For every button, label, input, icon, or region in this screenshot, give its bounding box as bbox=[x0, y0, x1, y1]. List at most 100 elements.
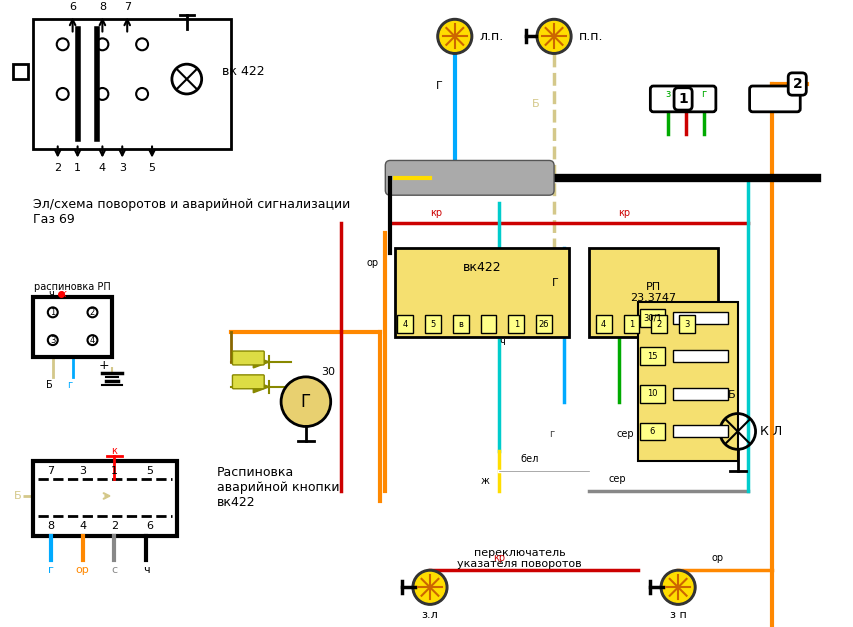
Bar bbox=[672, 312, 727, 324]
Circle shape bbox=[415, 572, 444, 602]
Text: 1: 1 bbox=[111, 466, 118, 476]
Text: +: + bbox=[98, 359, 109, 372]
Text: 4: 4 bbox=[90, 335, 95, 345]
Bar bbox=[672, 387, 727, 399]
Text: Б: Б bbox=[14, 491, 21, 501]
Bar bbox=[588, 248, 717, 337]
Text: кр: кр bbox=[618, 208, 630, 218]
Text: 2: 2 bbox=[54, 164, 61, 174]
Bar bbox=[536, 315, 551, 333]
Text: 4: 4 bbox=[601, 320, 606, 329]
Text: к: к bbox=[61, 290, 67, 300]
Text: распиновка РП: распиновка РП bbox=[34, 283, 111, 292]
Text: Распиновка
аварийной кнопки
вк422: Распиновка аварийной кнопки вк422 bbox=[217, 466, 339, 509]
Text: вк 422: вк 422 bbox=[221, 65, 264, 78]
Text: вк422: вк422 bbox=[462, 261, 501, 274]
Text: К Л: К Л bbox=[758, 425, 780, 438]
Text: 5: 5 bbox=[430, 320, 435, 329]
Bar bbox=[672, 350, 727, 362]
Text: 2: 2 bbox=[111, 521, 118, 530]
Text: 6: 6 bbox=[147, 521, 154, 530]
Text: ч: ч bbox=[142, 566, 149, 576]
Circle shape bbox=[437, 19, 472, 55]
Text: 1: 1 bbox=[50, 308, 55, 317]
Text: 5: 5 bbox=[148, 164, 155, 174]
Text: к: к bbox=[682, 89, 688, 99]
Text: 6: 6 bbox=[69, 1, 76, 11]
Bar bbox=[33, 19, 231, 149]
Text: ор: ор bbox=[366, 258, 378, 268]
Text: 3: 3 bbox=[683, 320, 689, 329]
Text: РП
23.3747: РП 23.3747 bbox=[630, 282, 676, 303]
Polygon shape bbox=[253, 381, 269, 393]
Text: Эл/схема поворотов и аварийной сигнализации
Газ 69: Эл/схема поворотов и аварийной сигнализа… bbox=[33, 198, 350, 226]
Text: 30/1: 30/1 bbox=[642, 314, 661, 323]
Text: 2б: 2б bbox=[538, 320, 548, 329]
Text: 2: 2 bbox=[792, 77, 801, 91]
Text: 2: 2 bbox=[656, 320, 661, 329]
Text: 6: 6 bbox=[649, 427, 654, 436]
Text: с: с bbox=[111, 566, 117, 576]
Text: ч: ч bbox=[499, 337, 505, 347]
Text: сер: сер bbox=[616, 429, 634, 440]
Text: 8: 8 bbox=[99, 1, 106, 11]
Text: бел: бел bbox=[519, 454, 537, 464]
Text: к: к bbox=[111, 446, 117, 456]
Text: сер: сер bbox=[608, 474, 625, 484]
Circle shape bbox=[659, 569, 695, 605]
Text: Б: Б bbox=[46, 380, 53, 390]
Circle shape bbox=[281, 377, 330, 426]
Text: л.п.: л.п. bbox=[479, 30, 503, 43]
Bar bbox=[425, 315, 440, 333]
Text: 1: 1 bbox=[514, 320, 519, 329]
Bar bbox=[678, 315, 694, 333]
FancyBboxPatch shape bbox=[232, 375, 264, 389]
Text: г: г bbox=[67, 380, 73, 390]
Text: кр: кр bbox=[493, 554, 505, 564]
Text: 7: 7 bbox=[47, 466, 55, 476]
Text: 7: 7 bbox=[124, 1, 131, 11]
Bar bbox=[480, 315, 496, 333]
FancyBboxPatch shape bbox=[232, 351, 264, 365]
Bar bbox=[595, 315, 611, 333]
Text: ж: ж bbox=[480, 476, 489, 486]
Bar bbox=[508, 315, 524, 333]
Bar bbox=[623, 315, 639, 333]
Text: з.л: з.л bbox=[421, 610, 438, 620]
FancyBboxPatch shape bbox=[749, 86, 799, 112]
Circle shape bbox=[412, 569, 447, 605]
Bar bbox=[638, 302, 737, 461]
Text: 5: 5 bbox=[147, 466, 154, 476]
Bar bbox=[672, 426, 727, 438]
Bar bbox=[640, 347, 664, 365]
Text: 1: 1 bbox=[628, 320, 634, 329]
Circle shape bbox=[538, 21, 568, 51]
Text: Г: Г bbox=[552, 278, 559, 288]
Text: 3: 3 bbox=[119, 164, 125, 174]
Text: 3: 3 bbox=[79, 466, 86, 476]
Text: г: г bbox=[548, 429, 554, 440]
Text: п.п.: п.п. bbox=[578, 30, 603, 43]
Text: з: з bbox=[664, 89, 670, 99]
Text: в: в bbox=[458, 320, 462, 329]
Text: 1: 1 bbox=[677, 92, 688, 106]
Text: г: г bbox=[48, 566, 54, 576]
Text: 15: 15 bbox=[647, 352, 657, 361]
Bar bbox=[33, 297, 113, 357]
Text: кр: кр bbox=[429, 208, 442, 218]
Text: з п: з п bbox=[669, 610, 686, 620]
Text: 2: 2 bbox=[90, 308, 95, 317]
Text: 4: 4 bbox=[78, 521, 86, 530]
Text: Б: Б bbox=[531, 99, 538, 109]
Polygon shape bbox=[253, 356, 269, 368]
Text: 3: 3 bbox=[50, 335, 55, 345]
Text: 4: 4 bbox=[402, 320, 408, 329]
Text: 8: 8 bbox=[47, 521, 55, 530]
Bar bbox=[395, 248, 568, 337]
Text: ор: ор bbox=[711, 554, 723, 564]
Text: Г: Г bbox=[436, 81, 443, 91]
Circle shape bbox=[536, 19, 572, 55]
Bar bbox=[651, 315, 666, 333]
Text: ч: ч bbox=[48, 290, 54, 300]
Text: Г: Г bbox=[300, 393, 310, 411]
